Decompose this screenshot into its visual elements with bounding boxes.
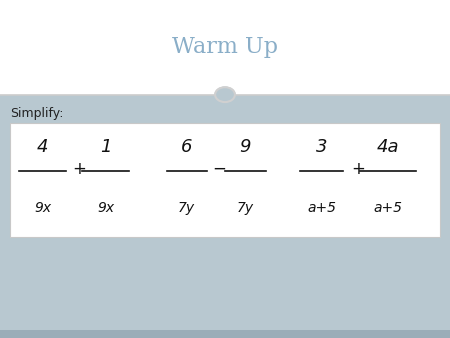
FancyBboxPatch shape (0, 95, 450, 338)
Text: 7y: 7y (237, 201, 254, 215)
Text: 3: 3 (316, 138, 328, 156)
Text: −: − (213, 160, 226, 178)
Text: +: + (72, 160, 86, 178)
Text: a+5: a+5 (374, 201, 402, 215)
Text: 4a: 4a (377, 138, 399, 156)
Text: 9x: 9x (97, 201, 114, 215)
Text: 1: 1 (100, 138, 112, 156)
Circle shape (215, 87, 235, 102)
Text: 9: 9 (239, 138, 251, 156)
Text: Warm Up: Warm Up (172, 36, 278, 58)
FancyBboxPatch shape (10, 123, 440, 237)
Text: a+5: a+5 (307, 201, 336, 215)
Text: 4: 4 (37, 138, 49, 156)
FancyBboxPatch shape (0, 0, 450, 95)
Text: 6: 6 (181, 138, 193, 156)
FancyBboxPatch shape (0, 330, 450, 338)
Text: Simplify:: Simplify: (10, 107, 63, 120)
Text: 9x: 9x (34, 201, 51, 215)
Text: 7y: 7y (178, 201, 195, 215)
Text: +: + (351, 160, 365, 178)
